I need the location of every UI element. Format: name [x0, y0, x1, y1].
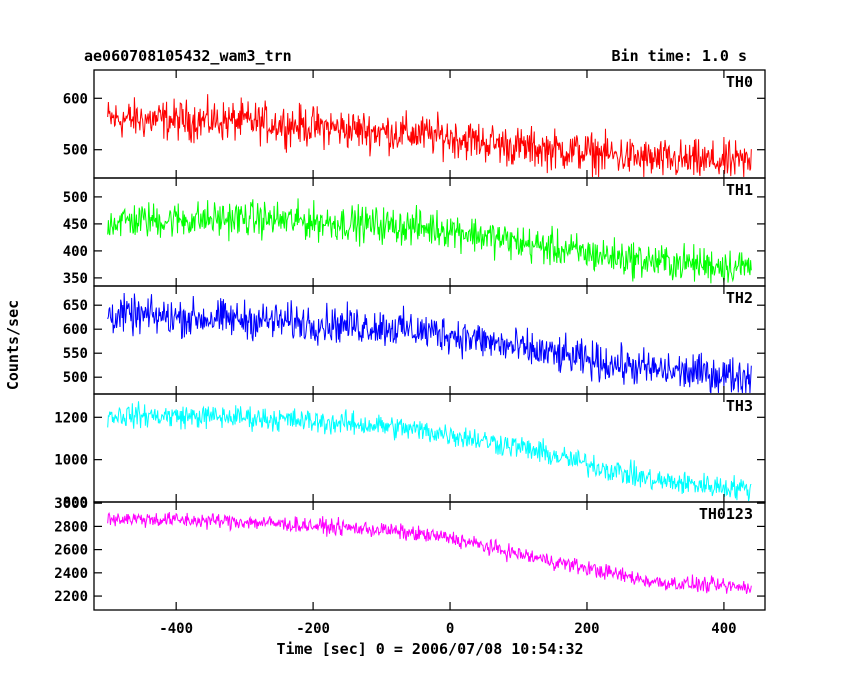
y-tick-label: 500	[63, 370, 88, 386]
panel-label-th2: TH2	[726, 289, 753, 307]
y-tick-label: 600	[63, 91, 88, 107]
x-tick-label: -200	[296, 621, 330, 637]
panels-group: 500 600 TH0 350 400 450 500 TH1 500 550 600 650 TH2 8…	[54, 69, 766, 637]
y-tick-label: 3000	[54, 496, 88, 512]
y-tick-label: 2200	[54, 589, 88, 605]
y-tick-label: 650	[63, 298, 88, 314]
y-axis-label: Counts/sec	[4, 300, 22, 390]
y-tick-label: 550	[63, 346, 88, 362]
panel-frame-th3	[93, 393, 766, 503]
y-tick-label: 2800	[54, 519, 88, 535]
y-tick-label: 2400	[54, 566, 88, 582]
bin-time-label: Bin time: 1.0 s	[612, 47, 747, 65]
chart-title: ae060708105432_wam3_trn	[84, 47, 292, 65]
y-tick-label: 400	[63, 244, 88, 260]
panel-label-th1: TH1	[726, 181, 753, 199]
y-tick-label: 1000	[54, 453, 88, 469]
x-axis-label: Time [sec] 0 = 2006/07/08 10:54:32	[276, 640, 583, 658]
panel-frame-th0123	[93, 501, 766, 611]
series-line-th2	[107, 292, 752, 394]
x-tick-label: 200	[574, 621, 599, 637]
series-line-th0	[107, 94, 752, 178]
y-tick-label: 1200	[54, 410, 88, 426]
series-line-th1	[107, 198, 752, 284]
panel-frame-th2	[93, 285, 766, 395]
panel-label-th0: TH0	[726, 73, 753, 91]
x-tick-label: 400	[711, 621, 736, 637]
series-line-th0123	[107, 512, 752, 595]
y-tick-label: 500	[63, 143, 88, 159]
x-tick-label: 0	[446, 621, 454, 637]
panel-label-th0123: TH0123	[699, 505, 753, 523]
y-tick-label: 450	[63, 217, 88, 233]
y-tick-label: 500	[63, 190, 88, 206]
y-tick-label: 800	[63, 495, 88, 511]
series-line-th3	[107, 401, 752, 502]
y-tick-label: 350	[63, 271, 88, 287]
y-tick-label: 2600	[54, 543, 88, 559]
panel-label-th3: TH3	[726, 397, 753, 415]
x-tick-label: -400	[159, 621, 193, 637]
y-tick-label: 600	[63, 322, 88, 338]
